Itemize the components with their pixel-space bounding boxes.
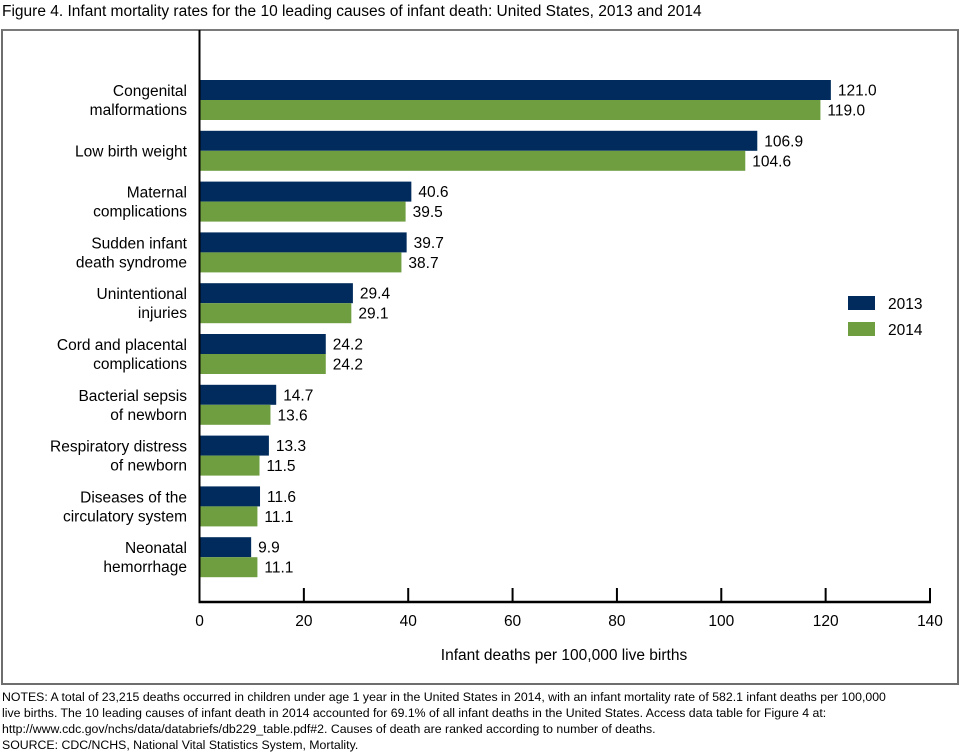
x-tick-label: 100 [708, 613, 734, 630]
value-label-2013: 14.7 [283, 387, 313, 404]
notes-line: live births. The 10 leading causes of in… [2, 706, 827, 720]
legend-label-2014: 2014 [888, 322, 923, 339]
value-label-2014: 11.1 [264, 509, 293, 526]
value-label-2013: 11.6 [267, 489, 296, 506]
value-label-2013: 121.0 [838, 83, 877, 100]
bar-2013 [199, 80, 831, 100]
bar-2013 [199, 384, 277, 405]
bar-2013 [199, 130, 758, 151]
bar-2014 [199, 455, 260, 476]
x-tick-label: 120 [813, 613, 839, 630]
category-label: Bacterial sepsis [78, 388, 187, 405]
value-label-2013: 24.2 [333, 337, 363, 354]
category-label: Maternal [127, 185, 187, 202]
notes: NOTES: A total of 23,215 deaths occurred… [2, 689, 958, 753]
axes-layer: 0 20 40 60 80 100 120 140 [195, 30, 943, 630]
value-label-2014: 11.5 [267, 458, 296, 475]
legend-swatch-2013 [848, 296, 875, 310]
x-tick-label: 40 [400, 613, 418, 630]
source-line: SOURCE: CDC/NCHS, National Vital Statist… [2, 738, 359, 752]
category-label: malformations [90, 102, 188, 119]
x-tick-label: 80 [608, 613, 626, 630]
value-label-2013: 106.9 [764, 133, 803, 150]
x-tick-label: 20 [295, 613, 313, 630]
value-label-2013: 29.4 [360, 286, 391, 303]
x-tick-label: 60 [504, 613, 522, 630]
bars-layer [199, 80, 831, 578]
category-labels-layer: Congenital malformations Low birth weight M… [50, 83, 188, 576]
bar-2014 [199, 354, 326, 374]
bar-2013 [199, 435, 269, 456]
value-label-2014: 24.2 [333, 357, 363, 374]
bar-2013 [199, 232, 407, 253]
notes-line: http://www.cdc.gov/nchs/data/databriefs/… [2, 722, 656, 736]
value-label-2013: 13.3 [276, 438, 306, 455]
category-label: complications [93, 356, 187, 373]
category-label: Cord and placental [57, 337, 187, 354]
chart-frame [1, 29, 959, 685]
legend-label-2013: 2013 [888, 296, 922, 313]
figure-title: Figure 4. Infant mortality rates for the… [2, 3, 702, 20]
bar-2014 [199, 506, 258, 527]
category-label: complications [93, 204, 187, 221]
bar-2014 [199, 557, 258, 578]
value-label-2013: 40.6 [418, 184, 448, 201]
value-label-2014: 39.5 [413, 204, 443, 221]
value-label-2014: 119.0 [827, 103, 865, 120]
value-label-2014: 29.1 [358, 306, 388, 323]
legend-swatch-2014 [848, 322, 875, 336]
category-label: Neonatal [125, 540, 187, 557]
bar-2014 [199, 252, 402, 273]
bar-2014 [199, 100, 821, 120]
category-label: Diseases of the [80, 489, 187, 506]
bar-2014 [199, 404, 271, 425]
category-label: of newborn [110, 458, 187, 475]
x-tick-label: 0 [195, 613, 204, 630]
category-label: death syndrome [76, 254, 187, 271]
value-label-2014: 13.6 [277, 407, 307, 424]
x-tick-label: 140 [917, 613, 943, 630]
value-labels-layer: 121.0 119.0 106.9 104.6 40.6 39.5 39.7 38.7 29.4… [258, 83, 877, 577]
category-label: Respiratory distress [50, 439, 187, 456]
category-label: Congenital [113, 83, 187, 100]
category-label: Low birth weight [75, 143, 188, 160]
value-label-2013: 39.7 [414, 235, 444, 252]
category-label: Sudden infant [91, 235, 187, 252]
bar-2013 [199, 181, 412, 202]
bar-2014 [199, 303, 352, 324]
category-label: Unintentional [97, 286, 187, 303]
value-label-2014: 11.1 [264, 560, 293, 577]
bar-2013 [199, 334, 326, 354]
legend: 2013 2014 [848, 296, 923, 339]
value-label-2014: 38.7 [408, 255, 438, 272]
category-label: circulatory system [63, 508, 187, 525]
category-label: injuries [138, 305, 187, 322]
bar-2014 [199, 201, 406, 222]
bar-2013 [199, 283, 353, 304]
x-axis-label: Infant deaths per 100,000 live births [441, 647, 688, 664]
value-label-2013: 9.9 [258, 540, 280, 557]
bar-2013 [199, 537, 252, 558]
notes-line: NOTES: A total of 23,215 deaths occurred… [2, 690, 886, 704]
value-label-2014: 104.6 [752, 153, 791, 170]
bar-2014 [199, 150, 746, 171]
category-label: hemorrhage [103, 559, 187, 576]
category-label: of newborn [110, 407, 187, 424]
bar-2013 [199, 486, 261, 507]
